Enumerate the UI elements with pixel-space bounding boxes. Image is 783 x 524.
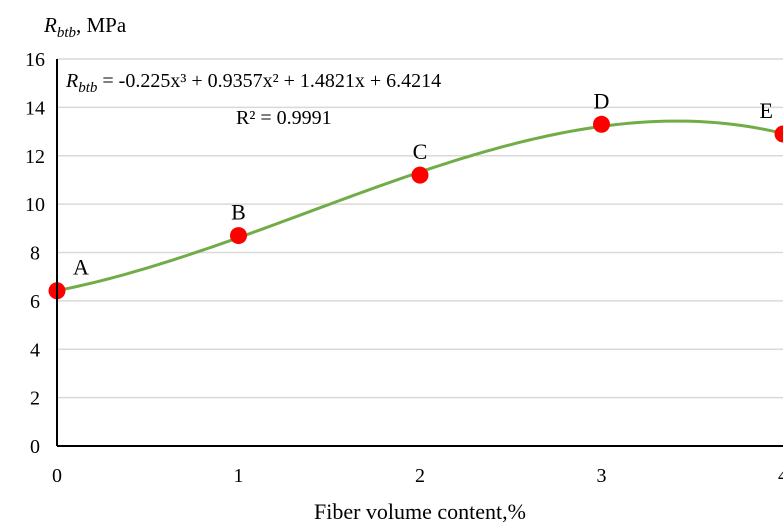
point-label-A: A (73, 255, 89, 280)
y-tick-label-2: 2 (30, 388, 40, 410)
point-label-C: C (413, 139, 428, 164)
y-axis-label: Rbtb, MPa (43, 13, 127, 41)
y-tick-label-8: 8 (30, 243, 40, 265)
data-point-D (593, 115, 610, 133)
point-label-D: D (594, 88, 610, 113)
x-tick-label-1: 1 (234, 465, 244, 487)
x-tick-label-3: 3 (597, 465, 607, 487)
x-tick-label-2: 2 (415, 465, 425, 487)
data-points (48, 115, 783, 300)
y-tick-label-0: 0 (30, 436, 40, 458)
y-tick-label-6: 6 (30, 291, 40, 313)
x-tick-label-0: 0 (52, 465, 62, 487)
equation-rhs: = -0.225x³ + 0.9357x² + 1.4821x + 6.4214 (97, 70, 441, 92)
y-axis-label-symbol: R (43, 13, 57, 37)
x-axis-label: Fiber volume content,% (314, 499, 526, 524)
y-tick-label-16: 16 (25, 49, 45, 71)
point-label-E: E (760, 98, 773, 123)
y-axis-label-unit: , MPa (76, 13, 127, 37)
data-point-E (774, 125, 783, 143)
y-tick-label-10: 10 (25, 194, 45, 216)
x-tick-labels: 0 1 2 3 4 (52, 465, 783, 487)
x-tick-label-4: 4 (778, 465, 783, 487)
equation-lhs-subscript: btb (78, 80, 98, 96)
y-tick-labels: 0 2 4 6 8 10 12 14 16 (25, 49, 45, 458)
point-labels: A B C D E (73, 88, 773, 279)
axes (56, 59, 783, 447)
data-point-C (411, 166, 429, 184)
point-label-B: B (231, 200, 246, 225)
y-tick-label-4: 4 (30, 339, 40, 361)
equation-lhs-symbol: R (65, 70, 78, 92)
y-tick-label-14: 14 (25, 97, 45, 119)
trendline-equation: Rbtb = -0.225x³ + 0.9357x² + 1.4821x + 6… (65, 70, 441, 96)
gridlines (57, 58, 783, 399)
r-squared: R² = 0.9991 (236, 107, 332, 129)
data-point-B (230, 227, 247, 245)
y-axis-label-subscript: btb (57, 25, 77, 41)
y-tick-label-12: 12 (25, 146, 45, 168)
